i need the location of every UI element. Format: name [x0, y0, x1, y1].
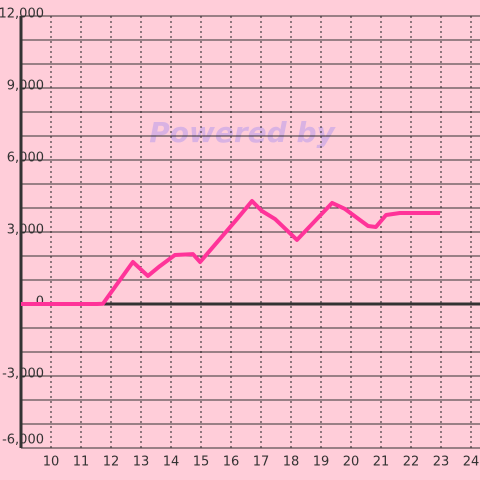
x-tick-label: 19 [313, 455, 330, 470]
x-tick-label: 24 [463, 455, 480, 470]
x-tick-label: 22 [403, 455, 420, 470]
x-tick-label: 14 [163, 455, 180, 470]
x-tick-label: 13 [133, 455, 150, 470]
y-tick-label: -6,000 [2, 433, 44, 448]
x-tick-label: 21 [373, 455, 390, 470]
y-tick-label: 9,000 [7, 79, 44, 94]
x-tick-label: 20 [343, 455, 360, 470]
y-tick-label: 12,000 [0, 7, 44, 22]
y-tick-label: -3,000 [2, 367, 44, 382]
x-tick-label: 23 [433, 455, 450, 470]
x-tick-label: 10 [43, 455, 60, 470]
x-tick-label: 16 [223, 455, 240, 470]
y-tick-label: 6,000 [7, 151, 44, 166]
x-tick-label: 12 [103, 455, 120, 470]
x-tick-label: 15 [193, 455, 210, 470]
x-tick-label: 17 [253, 455, 270, 470]
x-tick-label: 18 [283, 455, 300, 470]
data-line [21, 199, 441, 306]
x-tick-label: 11 [73, 455, 90, 470]
watermark: Powered by [149, 116, 336, 149]
y-tick-label: 3,000 [7, 223, 44, 238]
